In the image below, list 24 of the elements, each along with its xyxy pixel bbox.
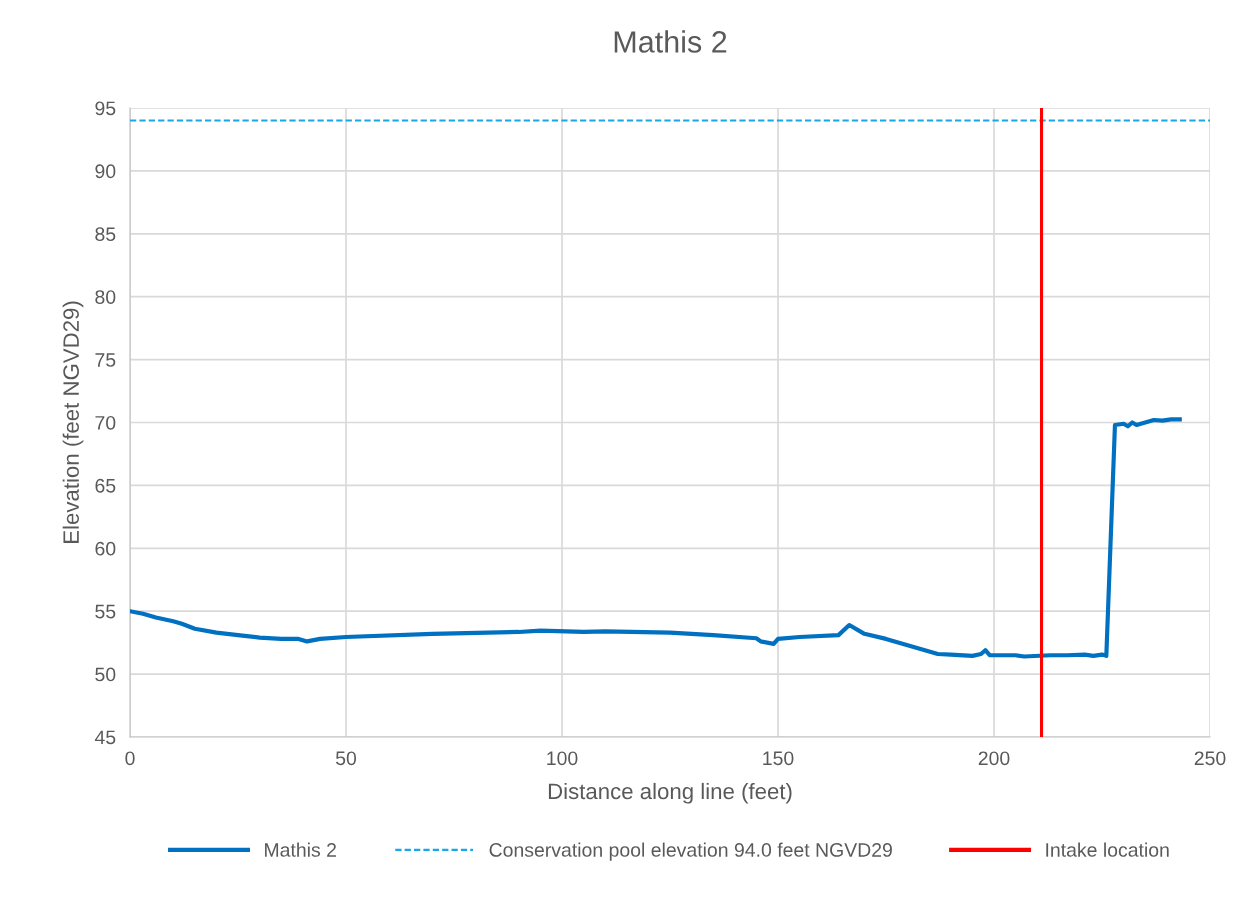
x-tick-label: 250 bbox=[1194, 751, 1226, 766]
y-tick-label: 65 bbox=[95, 478, 116, 493]
chart-title: Mathis 2 bbox=[614, 30, 727, 53]
y-axis-title: Elevation (feet NGVD29) bbox=[62, 301, 84, 543]
y-tick-label: 60 bbox=[95, 541, 116, 556]
y-tick-label: 45 bbox=[94, 730, 116, 745]
legend-label: Mathis 2 bbox=[265, 842, 336, 857]
y-tick-label: 95 bbox=[95, 101, 116, 116]
legend-label: Conservation pool elevation 94.0 feet NGVD29 bbox=[489, 842, 892, 861]
x-tick-label: 100 bbox=[547, 751, 578, 766]
line-series bbox=[130, 417, 1182, 659]
y-tick-label: 50 bbox=[95, 667, 116, 682]
y-tick-label: 85 bbox=[95, 227, 116, 242]
y-tick-label: 80 bbox=[95, 290, 116, 304]
x-tick-label: 50 bbox=[335, 751, 357, 766]
x-tick-label: 0 bbox=[125, 751, 135, 766]
legend-label: Intake location bbox=[1046, 842, 1169, 857]
y-tick-label: 75 bbox=[95, 353, 116, 367]
y-tick-label: 70 bbox=[95, 415, 116, 430]
y-tick-label: 55 bbox=[95, 604, 116, 619]
x-axis-title: Distance along line (feet) bbox=[548, 782, 792, 804]
y-tick-label: 90 bbox=[95, 164, 116, 179]
x-tick-label: 150 bbox=[763, 751, 794, 766]
x-tick-label: 200 bbox=[978, 751, 1010, 766]
